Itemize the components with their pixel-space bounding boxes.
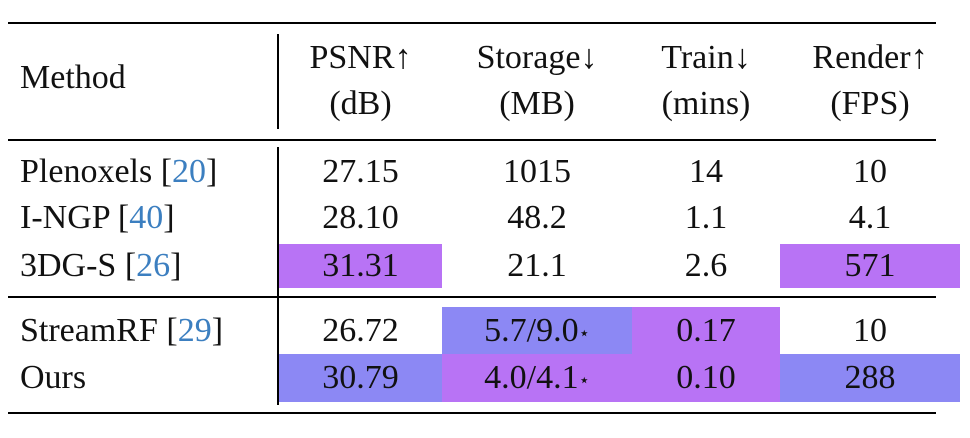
bracket: ] <box>163 199 175 236</box>
method-streamrf: StreamRF [29] <box>20 311 223 351</box>
method-name: Plenoxels [ <box>20 153 173 190</box>
highlight-ours-psnr <box>279 354 442 402</box>
cell-psnr: 28.10 <box>322 199 399 236</box>
header-method: Method <box>20 59 126 96</box>
cell-psnr: 26.72 <box>322 312 399 349</box>
cell-psnr: 31.31 <box>322 247 399 284</box>
highlight-ours-train <box>632 354 780 402</box>
citation-link[interactable]: 20 <box>172 153 207 190</box>
cell-train: 14 <box>689 153 723 190</box>
body-divider <box>277 147 279 405</box>
bracket: ] <box>211 312 224 349</box>
highlight-3dgs-psnr <box>279 244 442 288</box>
highlight-ours-storage <box>442 354 632 402</box>
header-render-line2: (FPS) <box>830 85 910 122</box>
cell-train: 2.6 <box>684 247 728 284</box>
method-ingp: I-NGP [40] <box>20 198 175 238</box>
group-rule <box>8 296 936 298</box>
cell-storage: 1015 <box>503 153 571 190</box>
storage-value: 4.0/4.1 <box>484 359 579 396</box>
top-rule <box>8 22 936 24</box>
header-train-line1: Train↓ <box>661 39 751 76</box>
cell-psnr: 27.15 <box>322 153 399 190</box>
bottom-rule <box>8 412 936 414</box>
citation-link[interactable]: 26 <box>136 247 171 284</box>
header-train-line2: (mins) <box>661 85 751 122</box>
header-render-line1: Render↑ <box>812 39 928 76</box>
cell-psnr: 30.79 <box>322 359 399 396</box>
star-mark: ⋆ <box>578 323 590 343</box>
header-storage-line1: Storage↓ <box>476 39 598 76</box>
storage-value: 5.7/9.0 <box>484 312 579 349</box>
highlight-streamrf-train <box>632 307 780 354</box>
bracket: ] <box>206 153 218 190</box>
cell-train: 0.17 <box>676 312 736 349</box>
header-psnr-line2: (dB) <box>329 85 392 122</box>
cell-train: 1.1 <box>684 199 728 236</box>
cell-train: 0.10 <box>676 359 736 396</box>
header-rule <box>8 139 936 141</box>
cell-storage: 48.2 <box>507 199 567 236</box>
cell-render: 288 <box>844 359 896 396</box>
bracket: ] <box>170 247 182 284</box>
highlight-ours-render <box>780 354 960 402</box>
cell-render: 4.1 <box>848 199 892 236</box>
header-divider <box>277 34 279 129</box>
cell-storage: 5.7/9.0⋆ <box>442 311 632 351</box>
highlight-3dgs-render <box>780 244 960 288</box>
citation-link[interactable]: 29 <box>177 312 212 349</box>
method-plenoxels: Plenoxels [20] <box>20 152 217 192</box>
method-3dgs: 3DG-S [26] <box>20 246 182 286</box>
citation-link[interactable]: 40 <box>129 199 164 236</box>
header-psnr-line1: PSNR↑ <box>309 39 412 76</box>
cell-render: 10 <box>853 312 887 349</box>
header-storage-line2: (MB) <box>499 85 575 122</box>
cell-storage: 21.1 <box>507 247 567 284</box>
method-name: StreamRF [ <box>20 312 178 349</box>
cell-render: 571 <box>844 247 896 284</box>
cell-storage: 4.0/4.1⋆ <box>442 358 632 398</box>
highlight-streamrf-storage <box>442 307 632 354</box>
method-ours: Ours <box>20 359 87 396</box>
star-mark: ⋆ <box>578 370 590 390</box>
method-name: 3DG-S [ <box>20 247 137 284</box>
method-name: I-NGP [ <box>20 199 130 236</box>
cell-render: 10 <box>853 153 887 190</box>
